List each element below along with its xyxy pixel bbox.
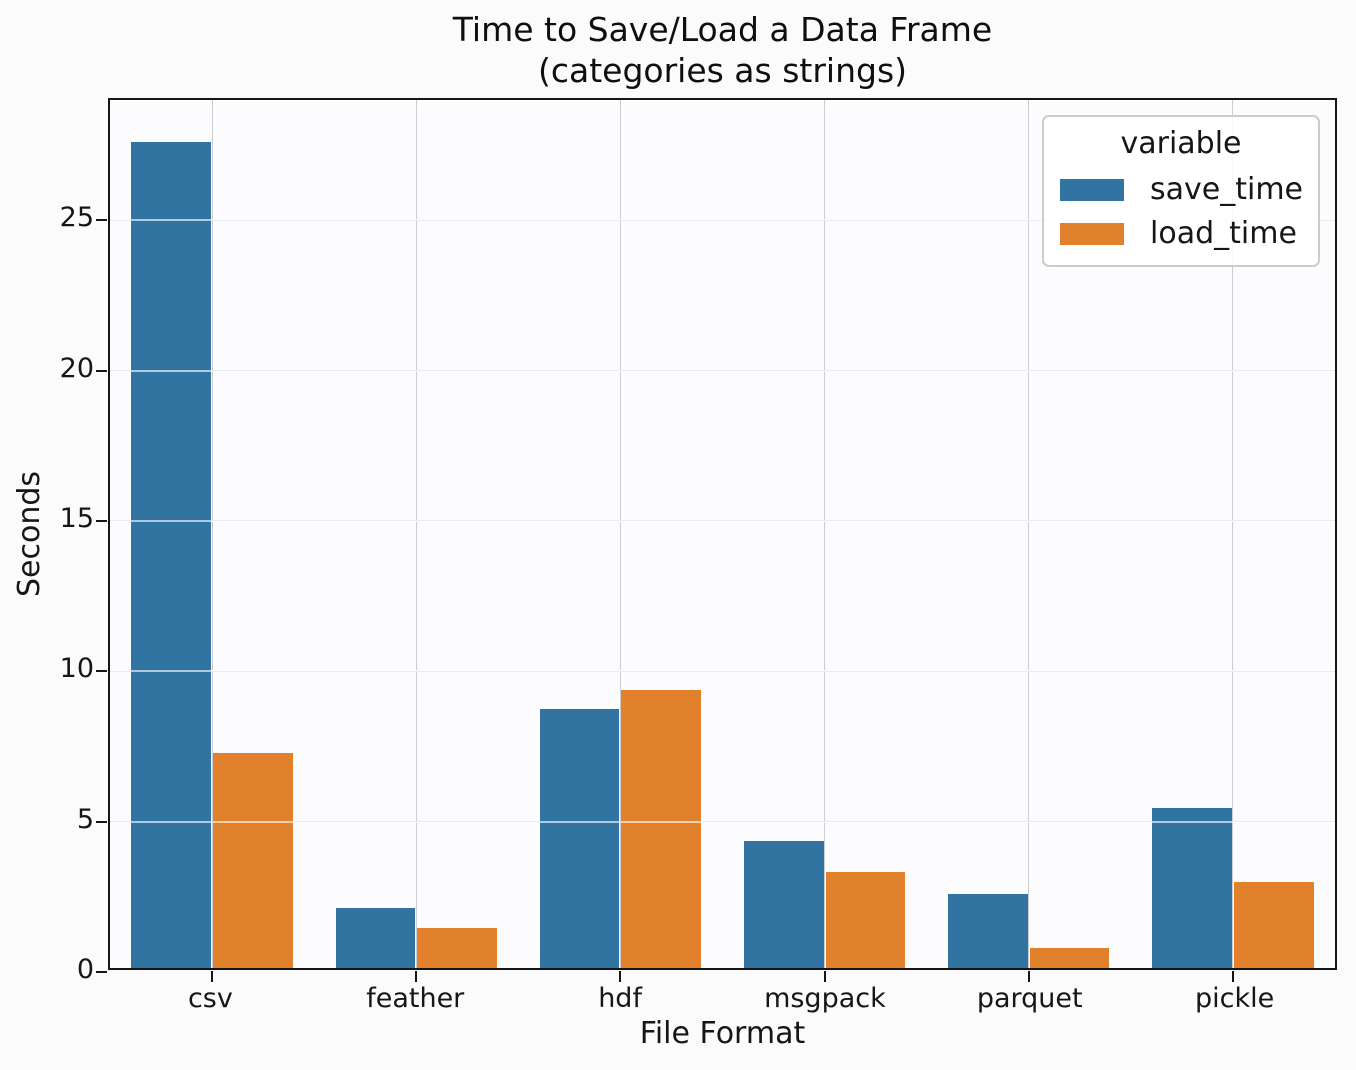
x-tick-label-csv: csv <box>187 983 233 1014</box>
y-tick-label-10: 10 <box>59 653 94 685</box>
y-tick-15 <box>96 519 107 522</box>
x-tick-pickle <box>1231 971 1234 982</box>
y-tick-label-25: 25 <box>59 202 94 234</box>
bar-feather-load_time <box>417 927 497 968</box>
bar-parquet-load_time <box>1029 947 1110 968</box>
x-tick-parquet <box>1027 971 1030 982</box>
legend-title: variable <box>1120 126 1242 161</box>
bar-feather-save_time <box>335 908 416 968</box>
bar-parquet-save_time <box>948 893 1028 968</box>
y-tick-5 <box>96 820 107 823</box>
x-tick-label-parquet: parquet <box>976 983 1083 1014</box>
bar-msgpack-save_time <box>743 840 824 968</box>
chart-title-line-1: Time to Save/Load a Data Frame <box>452 10 993 49</box>
y-tick-label-15: 15 <box>59 502 94 534</box>
y-gridline-overlay-20 <box>110 369 1335 372</box>
x-tick-msgpack <box>823 971 826 982</box>
y-tick-20 <box>96 369 107 372</box>
x-tick-csv <box>211 971 214 982</box>
x-tick-hdf <box>619 971 622 982</box>
x-gridline-hdf <box>619 100 621 968</box>
chart-title-line-2: (categories as strings) <box>537 51 908 90</box>
bar-hdf-load_time <box>621 689 702 968</box>
bar-csv-save_time <box>131 141 212 968</box>
x-tick-label-msgpack: msgpack <box>764 983 886 1014</box>
bar-pickle-save_time <box>1152 807 1232 968</box>
x-tick-label-hdf: hdf <box>598 983 642 1014</box>
x-gridline-msgpack <box>824 100 826 968</box>
y-tick-10 <box>96 670 107 673</box>
x-tick-label-feather: feather <box>366 983 465 1014</box>
legend-swatch-load_time <box>1060 223 1124 245</box>
y-gridline-overlay-25 <box>110 219 1335 222</box>
bar-pickle-load_time <box>1233 882 1314 968</box>
y-axis-label: Seconds <box>12 470 47 598</box>
y-gridline-overlay-10 <box>110 670 1335 673</box>
bar-csv-load_time <box>213 752 293 968</box>
legend-label-load_time: load_time <box>1150 216 1297 251</box>
y-tick-0 <box>96 971 107 973</box>
legend-swatch-save_time <box>1060 179 1124 201</box>
chart-title: Time to Save/Load a Data Frame (categori… <box>108 9 1337 91</box>
x-gridline-feather <box>415 100 417 968</box>
y-tick-label-20: 20 <box>59 352 94 384</box>
y-tick-label-5: 5 <box>76 803 94 835</box>
x-gridline-pickle <box>1232 100 1234 968</box>
y-gridline-overlay-5 <box>110 820 1335 823</box>
x-gridline-csv <box>211 100 213 968</box>
legend-label-save_time: save_time <box>1150 172 1304 207</box>
x-axis-label: File Format <box>639 1016 806 1051</box>
x-gridline-parquet <box>1028 100 1030 968</box>
y-tick-25 <box>96 219 107 222</box>
x-tick-label-pickle: pickle <box>1194 983 1275 1014</box>
x-tick-feather <box>415 971 418 982</box>
y-gridline-overlay-15 <box>110 519 1335 522</box>
legend: variable save_time load_time <box>1042 115 1320 267</box>
legend-item-load_time: load_time <box>1060 217 1302 251</box>
y-tick-label-0: 0 <box>76 954 94 985</box>
bar-msgpack-load_time <box>825 872 906 968</box>
bar-hdf-save_time <box>539 709 620 968</box>
legend-item-save_time: save_time <box>1060 172 1304 207</box>
legend-items: save_time load_time <box>1060 172 1304 251</box>
